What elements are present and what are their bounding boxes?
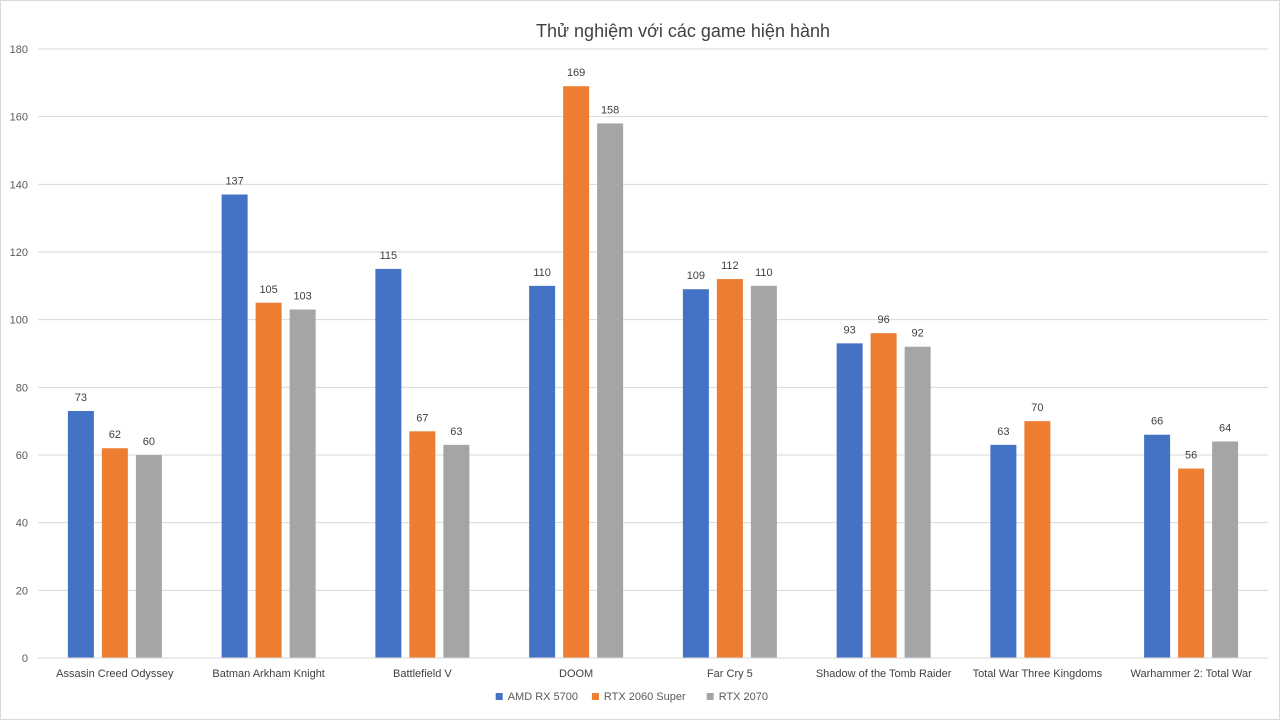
data-label: 63	[450, 426, 462, 438]
bar	[67, 411, 94, 658]
data-label: 73	[75, 392, 87, 404]
y-tick-label: 0	[22, 653, 28, 665]
bar	[716, 279, 743, 658]
bar	[409, 431, 436, 658]
x-tick-label: Far Cry 5	[707, 668, 753, 680]
legend: AMD RX 5700 RTX 2060 Super RTX 2070	[495, 691, 768, 703]
y-tick-label: 40	[16, 518, 28, 530]
bar	[870, 333, 897, 658]
data-label: 70	[1031, 402, 1043, 414]
x-tick-label: Total War Three Kingdoms	[973, 668, 1103, 680]
legend-label: AMD RX 5700	[508, 691, 578, 703]
data-label: 56	[1185, 450, 1197, 462]
chart-title: Thử nghiệm với các game hiện hành	[536, 21, 830, 41]
bar	[836, 343, 863, 658]
data-label: 60	[143, 436, 155, 448]
data-label: 110	[533, 267, 551, 279]
bar	[682, 289, 709, 658]
data-label: 105	[259, 284, 277, 296]
bar	[750, 285, 777, 658]
data-labels: 73 62 60 137 105 103 115 67 63 110 169 158 109 112 110…	[75, 67, 1232, 461]
y-tick-label: 80	[16, 382, 28, 394]
y-tick-label: 20	[16, 585, 28, 597]
data-label: 112	[721, 260, 739, 272]
x-tick-label: DOOM	[559, 668, 593, 680]
bar	[1144, 434, 1171, 658]
bar	[529, 285, 556, 658]
bar	[563, 86, 590, 658]
y-tick-label: 60	[16, 450, 28, 462]
bar	[904, 346, 931, 658]
data-label: 96	[878, 314, 890, 326]
data-label: 92	[912, 328, 924, 340]
x-tick-label: Shadow of the Tomb Raider	[816, 668, 952, 680]
y-tick-label: 180	[10, 44, 28, 56]
legend-label: RTX 2070	[719, 691, 768, 703]
x-tick-label: Warhammer 2: Total War	[1131, 668, 1253, 680]
data-label: 115	[380, 250, 398, 262]
data-label: 109	[687, 270, 705, 282]
bar	[375, 268, 402, 658]
data-label: 62	[109, 429, 121, 441]
bar	[1212, 441, 1239, 658]
data-label: 63	[997, 426, 1009, 438]
bar	[289, 309, 316, 658]
bar	[221, 194, 248, 658]
x-axis: Assasin Creed Odyssey Batman Arkham Knigh…	[38, 657, 1268, 680]
y-tick-label: 140	[10, 179, 28, 191]
data-label: 110	[755, 267, 773, 279]
y-tick-label: 100	[10, 315, 28, 327]
bar	[135, 455, 162, 658]
bar	[1178, 468, 1205, 658]
bar	[990, 444, 1017, 658]
y-axis-ticks: 0 20 40 60 80 100 120 140 160 180	[10, 44, 28, 665]
bar	[597, 123, 624, 658]
legend-swatch	[706, 693, 714, 700]
y-tick-label: 120	[10, 247, 28, 259]
data-label: 93	[844, 324, 856, 336]
x-tick-label: Batman Arkham Knight	[212, 668, 325, 680]
data-label: 64	[1219, 422, 1231, 434]
data-label: 137	[225, 175, 243, 187]
data-label: 169	[567, 67, 585, 79]
bar	[101, 448, 128, 658]
bar	[255, 302, 282, 658]
data-label: 67	[416, 412, 428, 424]
x-tick-label: Battlefield V	[393, 668, 452, 680]
legend-swatch	[495, 693, 503, 700]
x-tick-label: Assasin Creed Odyssey	[56, 668, 174, 680]
bar	[443, 444, 470, 658]
data-label: 103	[293, 291, 311, 303]
bars	[67, 86, 1239, 658]
y-tick-label: 160	[10, 112, 28, 124]
legend-label: RTX 2060 Super	[604, 691, 686, 703]
data-label: 66	[1151, 416, 1163, 428]
legend-swatch	[591, 693, 599, 700]
bar	[1024, 421, 1051, 658]
data-label: 158	[601, 104, 619, 116]
